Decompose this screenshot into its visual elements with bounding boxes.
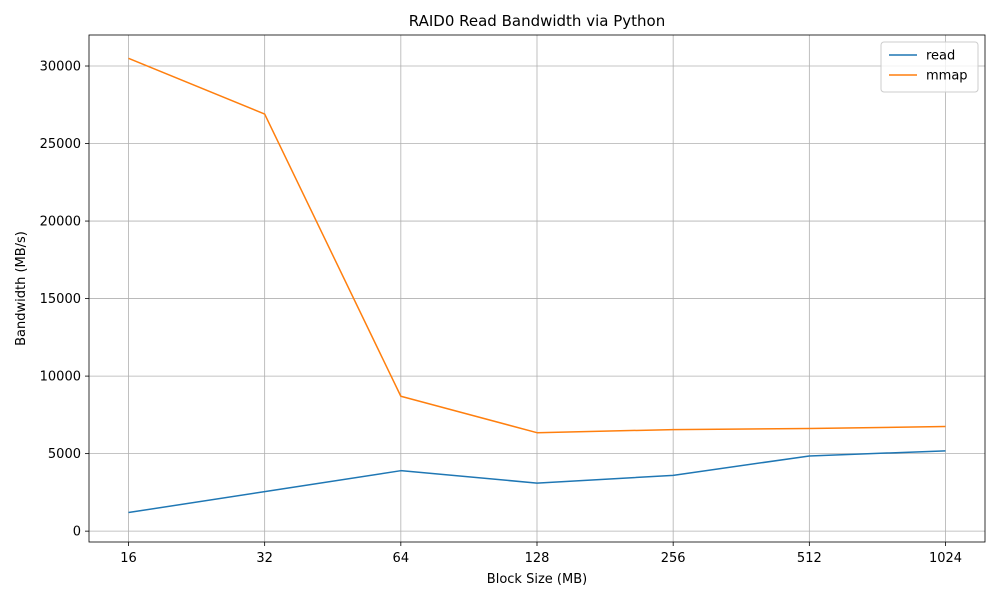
series-layer xyxy=(128,57,946,514)
legend: read mmap xyxy=(880,41,979,93)
x-tick-label: 128 xyxy=(525,551,550,566)
series-line-read xyxy=(128,450,946,514)
legend-label-read: read xyxy=(926,49,955,64)
tick-layer: 16 32 64 128 256 512 1024 0 5000 10000 15000 20000 2… xyxy=(40,60,962,566)
y-tick-label: 10000 xyxy=(40,370,81,385)
grid-layer xyxy=(89,35,985,542)
y-axis-title: Bandwidth (MB/s) xyxy=(14,231,29,346)
y-tick-label: 25000 xyxy=(40,137,81,152)
x-tick-label: 32 xyxy=(256,551,273,566)
x-tick-label: 64 xyxy=(393,551,410,566)
legend-label-mmap: mmap xyxy=(926,69,968,84)
x-axis-title: Block Size (MB) xyxy=(487,572,587,587)
y-tick-label: 5000 xyxy=(48,447,81,462)
x-tick-label: 256 xyxy=(661,551,686,566)
x-tick-label: 1024 xyxy=(929,551,962,566)
x-tick-label: 16 xyxy=(120,551,137,566)
y-tick-label: 0 xyxy=(73,525,81,540)
y-tick-label: 15000 xyxy=(40,292,81,307)
y-tick-label: 20000 xyxy=(40,215,81,230)
x-tick-label: 512 xyxy=(797,551,822,566)
chart-title: RAID0 Read Bandwidth via Python xyxy=(409,12,665,30)
y-tick-label: 30000 xyxy=(40,60,81,75)
series-line-mmap xyxy=(128,57,946,434)
